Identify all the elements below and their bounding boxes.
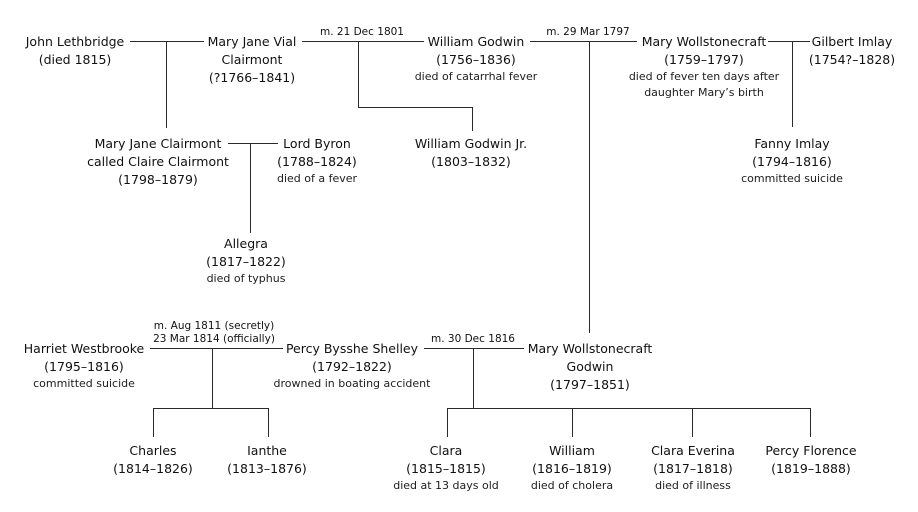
person-ianthe: Ianthe (1813–1876) [167, 442, 367, 478]
person-name: Clara [429, 443, 463, 458]
person-name: Mary Jane Vial Clairmont [207, 34, 297, 67]
marriage-line-godwin-wollstonecraft [530, 41, 637, 42]
person-dates: (1814–1826) [113, 461, 193, 476]
descent-line-to-william-godwin-jr [472, 107, 473, 131]
person-note: died of illness [655, 479, 731, 492]
union-line-clairmont-byron [228, 143, 278, 144]
person-name: Fanny Imlay [754, 136, 830, 151]
person-dates: (?1766–1841) [208, 70, 296, 85]
person-john-lethbridge: John Lethbridge (died 1815) [0, 33, 175, 69]
person-william-godwin-jr: William Godwin Jr. (1803–1832) [371, 135, 571, 171]
person-percy-florence: Percy Florence (1819–1888) [711, 442, 911, 478]
person-name: William [549, 443, 595, 458]
person-note: committed suicide [33, 377, 135, 390]
marriage-label-shelley-godwin: m. 30 Dec 1816 [431, 333, 515, 345]
person-dates: (1813–1876) [227, 461, 307, 476]
person-name: Ianthe [247, 443, 287, 458]
marriage-line-westbrooke-shelley [150, 348, 283, 349]
descent-line-to-ianthe [268, 408, 269, 437]
person-name: Mary Wollstonecraft [641, 34, 767, 49]
union-line-lethbridge-vial [130, 41, 204, 42]
person-name: William Godwin Jr. [414, 136, 528, 151]
person-dates: (1792–1822) [312, 359, 392, 374]
person-note: died of a fever [276, 172, 358, 185]
person-note: died of cholera [530, 479, 614, 492]
sibling-bar-westbrooke-children [153, 408, 268, 409]
person-name: Percy Florence [765, 443, 857, 458]
person-name: John Lethbridge [25, 34, 125, 49]
descent-drop-godwin-clairmont [358, 41, 359, 107]
person-name: Mary Wollstonecraft Godwin [527, 341, 653, 374]
descent-drop-westbrooke-shelley [212, 348, 213, 408]
descent-elbow-godwin-jr [358, 107, 472, 108]
person-gilbert-imlay: Gilbert Imlay (1754?–1828) [752, 33, 918, 69]
person-clara-everina: Clara Everina (1817–1818) died of illnes… [593, 442, 793, 494]
person-percy-bysshe-shelley: Percy Bysshe Shelley (1792–1822) drowned… [252, 340, 452, 392]
person-mary-jane-vial-clairmont: Mary Jane Vial Clairmont (?1766–1841) [152, 33, 352, 87]
person-clara: Clara (1815–1815) died at 13 days old [346, 442, 546, 494]
person-dates: (1759–1797) [664, 52, 744, 67]
descent-line-to-clara-everina [692, 408, 693, 437]
person-note: died of fever ten days after daughter Ma… [628, 70, 780, 99]
person-dates: (1798–1879) [118, 172, 198, 187]
person-name: William Godwin [427, 34, 525, 49]
person-william-godwin: William Godwin (1756–1836) died of catar… [376, 33, 576, 85]
descent-line-to-charles [153, 408, 154, 437]
person-lord-byron: Lord Byron (1788–1824) died of a fever [217, 135, 417, 187]
person-dates: (1794–1816) [752, 154, 832, 169]
marriage-line-shelley-godwin [424, 348, 524, 349]
marriage-label-clairmont-godwin: m. 21 Dec 1801 [320, 26, 404, 38]
person-note: committed suicide [741, 172, 843, 185]
marriage-line-clairmont-godwin [302, 41, 424, 42]
person-name: Charles [129, 443, 177, 458]
person-dates: (1815–1815) [406, 461, 486, 476]
marriage-label-westbrooke-shelley: m. Aug 1811 (secretly) 23 Mar 1814 (offi… [153, 320, 275, 345]
descent-line-to-mary-jane-clairmont [166, 41, 167, 128]
person-note: died at 13 days old [393, 479, 499, 492]
person-dates: (1788–1824) [277, 154, 357, 169]
person-note: drowned in boating accident [273, 377, 431, 390]
person-dates: (1817–1822) [206, 254, 286, 269]
person-allegra: Allegra (1817–1822) died of typhus [146, 235, 346, 287]
person-name: Harriet Westbrooke [23, 341, 145, 356]
person-note: died of catarrhal fever [414, 70, 538, 83]
descent-drop-shelley-godwin [473, 348, 474, 408]
descent-line-to-mary-wollstonecraft-godwin [589, 41, 590, 333]
person-dates: (1803–1832) [431, 154, 511, 169]
descent-line-to-percy-florence [810, 408, 811, 437]
descent-line-to-clara [447, 408, 448, 437]
person-name: Allegra [224, 236, 268, 251]
person-william: William (1816–1819) died of cholera [472, 442, 672, 494]
marriage-label-godwin-wollstonecraft: m. 29 Mar 1797 [546, 26, 630, 38]
person-dates: (1797–1851) [550, 377, 630, 392]
person-mary-jane-clairmont: Mary Jane Clairmont called Claire Clairm… [58, 135, 258, 189]
person-dates: (1754?–1828) [808, 52, 896, 67]
person-dates: (died 1815) [38, 52, 112, 67]
person-fanny-imlay: Fanny Imlay (1794–1816) committed suicid… [692, 135, 892, 187]
person-name: Percy Bysshe Shelley [285, 341, 419, 356]
person-charles: Charles (1814–1826) [53, 442, 253, 478]
person-harriet-westbrooke: Harriet Westbrooke (1795–1816) committed… [0, 340, 184, 392]
union-line-wollstonecraft-imlay [768, 41, 810, 42]
person-name: Lord Byron [283, 136, 351, 151]
person-dates: (1795–1816) [44, 359, 124, 374]
person-dates: (1819–1888) [771, 461, 851, 476]
person-dates: (1816–1819) [532, 461, 612, 476]
person-dates: (1817–1818) [653, 461, 733, 476]
person-dates: (1756–1836) [436, 52, 516, 67]
person-name: Gilbert Imlay [811, 34, 893, 49]
sibling-bar-shelley-children [447, 408, 810, 409]
descent-line-to-fanny-imlay [792, 41, 793, 127]
person-mary-wollstonecraft-godwin: Mary Wollstonecraft Godwin (1797–1851) [490, 340, 690, 394]
person-name: Mary Jane Clairmont called Claire Clairm… [87, 136, 229, 169]
person-name: Clara Everina [651, 443, 735, 458]
descent-line-to-allegra [250, 143, 251, 233]
person-mary-wollstonecraft: Mary Wollstonecraft (1759–1797) died of … [604, 33, 804, 101]
descent-line-to-william [572, 408, 573, 437]
person-note: died of typhus [206, 272, 286, 285]
